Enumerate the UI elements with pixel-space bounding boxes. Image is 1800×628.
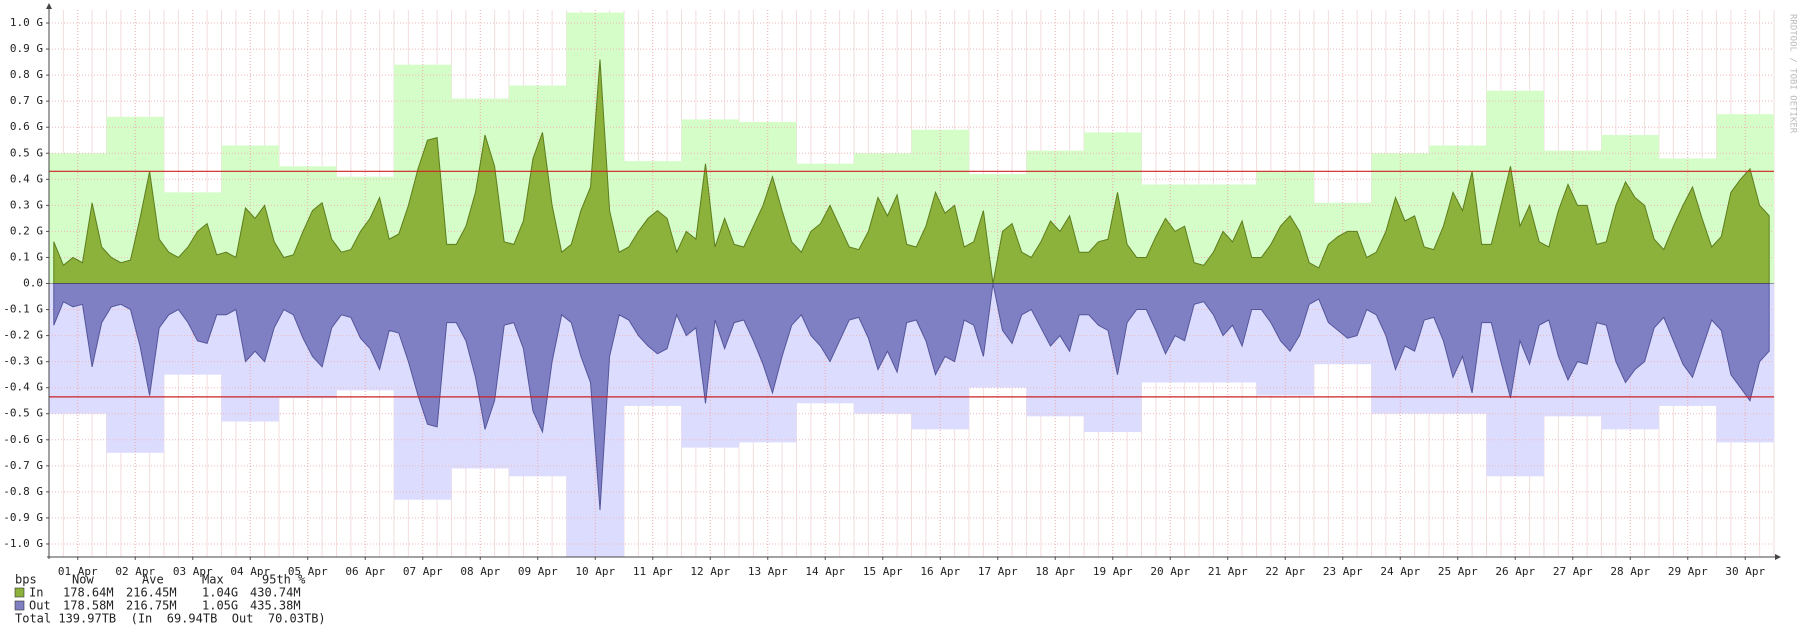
y-tick-label: -0.3 G	[3, 355, 43, 368]
y-tick-label: 0.2 G	[10, 224, 43, 237]
y-tick-label: 0.1 G	[10, 250, 43, 263]
x-tick-label: 02 Apr	[115, 565, 155, 578]
legend-header: Now	[72, 573, 94, 587]
x-tick-label: 07 Apr	[403, 565, 443, 578]
x-tick-label: 17 Apr	[978, 565, 1018, 578]
x-tick-label: 25 Apr	[1438, 565, 1478, 578]
y-tick-label: -0.9 G	[3, 511, 43, 524]
y-tick-label: -1.0 G	[3, 537, 43, 550]
x-tick-label: 24 Apr	[1380, 565, 1420, 578]
x-tick-label: 14 Apr	[805, 565, 845, 578]
legend-header: Max	[202, 573, 224, 587]
y-tick-label: -0.5 G	[3, 407, 43, 420]
y-tick-label: -0.2 G	[3, 329, 43, 342]
y-tick-label: 0.5 G	[10, 146, 43, 159]
traffic-area	[53, 283, 1770, 511]
legend-value: 216.45M	[126, 586, 177, 600]
legend-header: Ave	[142, 573, 164, 587]
x-tick-label: 27 Apr	[1553, 565, 1593, 578]
x-tick-label: 04 Apr	[230, 565, 270, 578]
legend-total: Total 139.97TB (In 69.94TB Out 70.03TB)	[15, 612, 326, 626]
legend-value: 216.75M	[126, 599, 177, 613]
y-tick-label: -0.7 G	[3, 459, 43, 472]
legend-header: 95th %	[262, 573, 306, 587]
legend-value: 178.64M	[63, 586, 114, 600]
y-tick-label: 0.8 G	[10, 68, 43, 81]
y-tick-label: -0.4 G	[3, 381, 43, 394]
legend-series-name: In	[29, 586, 43, 600]
legend-value: 1.04G	[202, 586, 238, 600]
x-tick-label: 12 Apr	[690, 565, 730, 578]
traffic-area	[53, 59, 1770, 284]
legend-swatch	[14, 600, 25, 611]
legend-series-name: Out	[29, 599, 51, 613]
x-tick-label: 18 Apr	[1035, 565, 1075, 578]
legend-value: 435.38M	[250, 599, 301, 613]
x-tick-label: 01 Apr	[58, 565, 98, 578]
x-tick-label: 03 Apr	[173, 565, 213, 578]
x-tick-label: 11 Apr	[633, 565, 673, 578]
x-tick-label: 21 Apr	[1208, 565, 1248, 578]
x-tick-label: 13 Apr	[748, 565, 788, 578]
x-tick-label: 10 Apr	[575, 565, 615, 578]
x-axis-arrow	[1775, 554, 1781, 560]
legend-value: 430.74M	[250, 586, 301, 600]
y-axis-arrow	[46, 3, 52, 9]
x-tick-label: 22 Apr	[1265, 565, 1305, 578]
x-tick-label: 06 Apr	[345, 565, 385, 578]
y-tick-label: 1.0 G	[10, 16, 43, 29]
y-tick-label: 0.6 G	[10, 120, 43, 133]
legend-value: 1.05G	[202, 599, 238, 613]
y-tick-label: 0.0	[23, 277, 43, 290]
x-tick-label: 05 Apr	[288, 565, 328, 578]
legend-swatch	[14, 587, 25, 598]
legend-unit: bps	[15, 573, 37, 587]
x-tick-label: 28 Apr	[1610, 565, 1650, 578]
x-tick-label: 29 Apr	[1668, 565, 1708, 578]
y-tick-label: -0.8 G	[3, 485, 43, 498]
x-tick-label: 16 Apr	[920, 565, 960, 578]
x-tick-label: 30 Apr	[1725, 565, 1765, 578]
x-tick-label: 23 Apr	[1323, 565, 1363, 578]
x-tick-label: 08 Apr	[460, 565, 500, 578]
x-tick-label: 09 Apr	[518, 565, 558, 578]
legend-value: 178.58M	[63, 599, 114, 613]
y-tick-label: -0.1 G	[3, 303, 43, 316]
x-tick-label: 15 Apr	[863, 565, 903, 578]
watermark: RRDTOOL / TOBI OETIKER	[1788, 14, 1798, 134]
x-tick-label: 19 Apr	[1093, 565, 1133, 578]
y-tick-label: 0.7 G	[10, 94, 43, 107]
y-tick-label: 0.3 G	[10, 198, 43, 211]
y-tick-label: 0.4 G	[10, 172, 43, 185]
x-tick-label: 26 Apr	[1495, 565, 1535, 578]
x-tick-label: 20 Apr	[1150, 565, 1190, 578]
y-tick-label: 0.9 G	[10, 42, 43, 55]
y-tick-label: -0.6 G	[3, 433, 43, 446]
